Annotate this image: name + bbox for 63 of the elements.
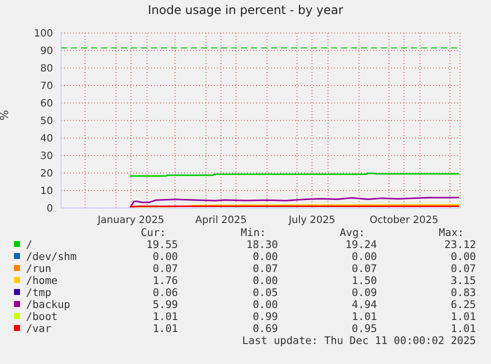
text: 0.00: [252, 299, 278, 311]
x-tick-label: July 2025: [288, 215, 336, 226]
legend-label: /boot: [26, 311, 58, 323]
text: Max:: [438, 227, 464, 239]
x-tick-label: April 2025: [195, 215, 247, 226]
text: 0.00: [352, 251, 377, 263]
text: 1.50: [352, 275, 377, 287]
text: Avg:: [340, 227, 365, 239]
text: 0.07: [252, 263, 278, 275]
text: 1.01: [152, 323, 178, 335]
text: 0.06: [152, 287, 178, 299]
text: 1.01: [450, 323, 476, 335]
text: 0.07: [152, 263, 178, 275]
y-tick-label: 60: [40, 98, 53, 110]
text: 1.76: [152, 275, 178, 287]
text: 0.83: [450, 287, 476, 299]
text: 0.95: [352, 323, 377, 335]
y-axis-title: %: [0, 110, 11, 120]
text: 0.07: [450, 263, 476, 275]
y-tick-label: 90: [40, 46, 53, 58]
text: 1.01: [152, 311, 178, 323]
text: 18.30: [246, 239, 278, 251]
y-tick-label: 100: [34, 28, 53, 40]
legend-label: /run: [26, 263, 52, 275]
text: Last update: Thu Dec 11 00:00:02 2025: [242, 335, 476, 347]
text: 0.00: [252, 275, 278, 287]
line-series: [129, 196, 460, 208]
chart-title: Inode usage in percent - by year: [146, 3, 344, 17]
legend-label: /home: [26, 275, 58, 287]
y-tick-label: 30: [40, 151, 53, 162]
text: Min:: [240, 227, 266, 239]
text: 5.99: [152, 299, 178, 311]
text: 19.24: [345, 239, 377, 251]
text: 0.99: [252, 311, 278, 323]
y-tick-label: 50: [40, 116, 53, 128]
text: 1.01: [450, 311, 476, 323]
text: 19.55: [146, 239, 178, 251]
y-tick-label: 70: [40, 81, 53, 92]
legend-label: /dev/shm: [26, 251, 77, 263]
text: 0.00: [152, 251, 178, 263]
y-tick-label: 0: [46, 204, 53, 215]
y-tick-label: 20: [40, 168, 53, 180]
text: 6.25: [450, 299, 476, 311]
text: 0.07: [352, 263, 377, 275]
text: 0.05: [252, 287, 278, 299]
text: 0.69: [252, 323, 278, 335]
legend-label: /tmp: [26, 287, 52, 299]
x-tick-label: January 2025: [96, 215, 164, 226]
y-tick-label: 40: [40, 134, 53, 145]
legend-label: /: [26, 239, 32, 251]
y-tick-label: 10: [40, 186, 53, 198]
text: 0.09: [352, 287, 377, 299]
text: 4.94: [352, 299, 377, 311]
x-tick-label: October 2025: [370, 215, 438, 226]
legend-label: /var: [26, 323, 52, 335]
text: 23.12: [444, 239, 476, 251]
y-tick-label: 80: [40, 64, 53, 75]
text: Cur:: [140, 227, 166, 239]
text: 0.00: [252, 251, 278, 263]
text: 3.15: [450, 275, 476, 287]
text: 1.01: [352, 311, 377, 323]
legend-label: /backup: [26, 299, 70, 311]
text: 0.00: [450, 251, 476, 263]
